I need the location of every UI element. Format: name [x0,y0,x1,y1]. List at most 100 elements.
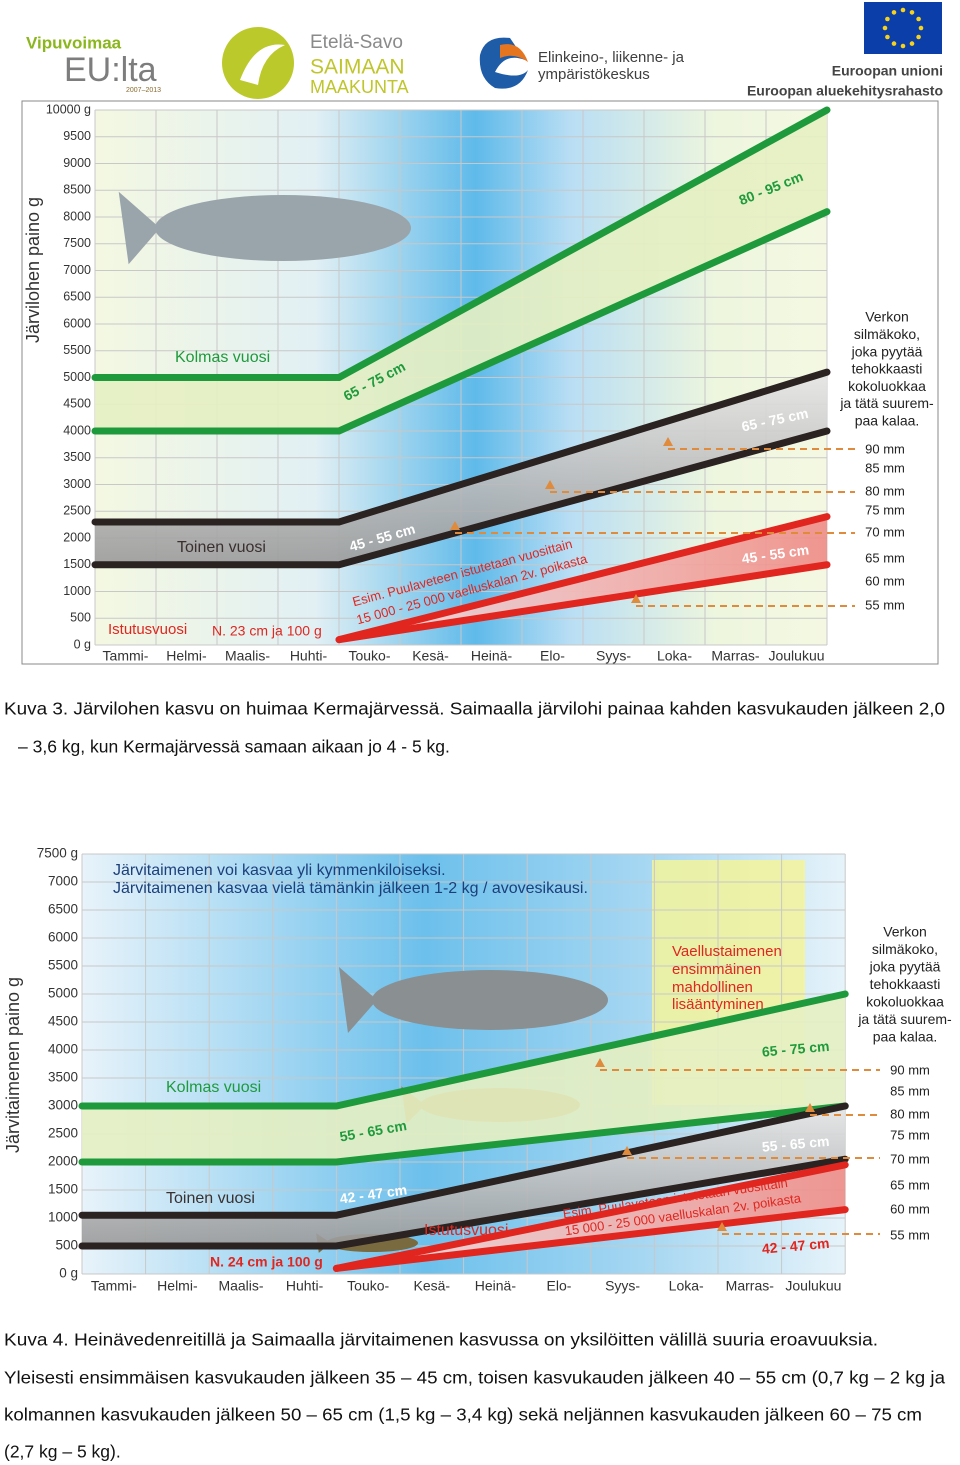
y-tick-label: 2500 [63,504,91,518]
mesh-size: 65 mm [865,550,905,565]
star [891,41,897,46]
x-tick-label: Tammi- [91,1278,137,1294]
mesh-size: 70 mm [865,524,905,539]
caption: (2,7 kg – 5 kg). [4,1442,121,1462]
band-line [78,1102,849,1166]
note: mahdollinen [672,979,753,996]
band-label: Toinen vuosi [166,1190,255,1207]
mesh-note: paa kalaa. [855,413,920,429]
band-line [91,427,831,569]
mesh-arrow [545,480,555,489]
mesh-size: 70 mm [890,1151,930,1166]
band-line [335,561,831,644]
logo-text: Elinkeino-, liikenne- ja [538,49,685,66]
y-tick-label: 5500 [63,343,91,357]
x-tick-label: Loka- [669,1278,704,1294]
note: Järvitaimenen voi kasvaa yli kymmenkiloi… [113,862,446,879]
band-label: Toinen vuosi [177,539,266,556]
band-line [91,368,831,526]
y-tick-label: 4000 [63,423,91,437]
figure-frame [21,100,939,665]
y-tick-label: 7500 [63,236,91,250]
mesh-note: silmäkoko, [854,326,920,342]
mesh-note: paa kalaa. [873,1029,938,1045]
y-tick-label: 10000 g [46,102,91,116]
note: ensimmäinen [672,961,761,978]
x-tick-label: Kesä- [414,1278,451,1294]
mesh-size: 55 mm [890,1227,930,1242]
x-tick-label: Tammi- [103,648,149,664]
x-tick-label: Marras- [711,648,760,664]
y-axis-title: Järvilohen paino g [23,197,43,343]
band-label: 65 - 75 cm [761,1038,830,1060]
mesh-note: kokoluokkaa [848,378,926,394]
logo-text: Vipuvoimaa [26,33,122,52]
y-tick-label: 2000 [63,530,91,544]
x-tick-label: Elo- [547,1278,572,1294]
star [891,10,897,15]
y-tick-label: 5000 [63,370,91,384]
note: Järvitaimenen kasvaa vielä tämänkin jälk… [113,880,588,897]
mesh-note: Verkon [865,309,909,325]
x-tick-label: Huhti- [286,1278,324,1294]
mesh-arrow [595,1058,605,1067]
mesh-note: tehokkaasti [870,976,941,992]
fish-illustration [372,970,608,1030]
y-tick-label: 8000 [63,209,91,223]
band-line [335,513,831,644]
mesh-note: tehokkaasti [852,361,923,377]
y-tick-label: 8500 [63,183,91,197]
y-tick-label: 1000 [48,1210,78,1225]
y-tick-label: 7000 [48,874,78,889]
logo-icon [500,44,528,62]
y-tick-label: 3500 [63,450,91,464]
y-tick-label: 2000 [48,1154,78,1169]
y-tick-label: 7500 g [37,846,78,861]
y-tick-label: 6500 [63,290,91,304]
logo-text: SAIMAAN [310,56,405,79]
caption: Kuva 4. Heinävedenreitillä ja Saimaalla … [4,1330,878,1350]
caption: Yleisesti ensimmäisen kasvukauden jälkee… [4,1368,945,1388]
band-line [91,106,831,381]
y-tick-label: 9000 [63,156,91,170]
band-label: N. 23 cm ja 100 g [212,623,322,639]
y-tick-label: 4000 [48,1042,78,1057]
x-tick-label: Heinä- [475,1278,517,1294]
logo-text: ympäristökeskus [538,66,650,83]
band-label: Kolmas vuosi [175,349,270,366]
mesh-arrow [717,1222,727,1231]
mesh-note: joka pyytää [851,343,923,359]
note: Vaellustaimenen [672,943,782,960]
x-tick-label: Syys- [605,1278,640,1294]
y-tick-label: 0 g [74,637,91,651]
y-tick-label: 2500 [48,1126,78,1141]
star [909,41,915,46]
band-line [91,208,831,435]
star [900,43,906,49]
y-tick-label: 500 [70,611,91,625]
band-label: Istutusvuosi [424,1222,508,1239]
band-label: 42 - 47 cm [761,1235,830,1257]
x-tick-label: Syys- [596,648,631,664]
logo-text: EU:lta [64,51,157,89]
y-tick-label: 9500 [63,129,91,143]
y-tick-label: 0 g [59,1266,78,1281]
growth-band [82,1106,846,1246]
mesh-size: 75 mm [890,1127,930,1142]
band-label: Kolmas vuosi [166,1079,261,1096]
x-tick-label: Joulukuu [785,1278,841,1294]
x-tick-label: Joulukuu [768,648,824,664]
mesh-arrow [805,1103,815,1112]
band-line [78,1155,849,1250]
y-tick-label: 500 [55,1238,78,1253]
star [916,34,921,40]
star [909,10,915,15]
star [900,7,906,13]
x-tick-label: Heinä- [471,648,513,664]
eu-stars [882,7,924,49]
mesh-arrow [450,521,460,530]
y-tick-label: 3000 [63,477,91,491]
star [916,16,921,22]
caption: kolmannen kasvukauden jälkeen 50 – 65 cm… [4,1405,922,1425]
